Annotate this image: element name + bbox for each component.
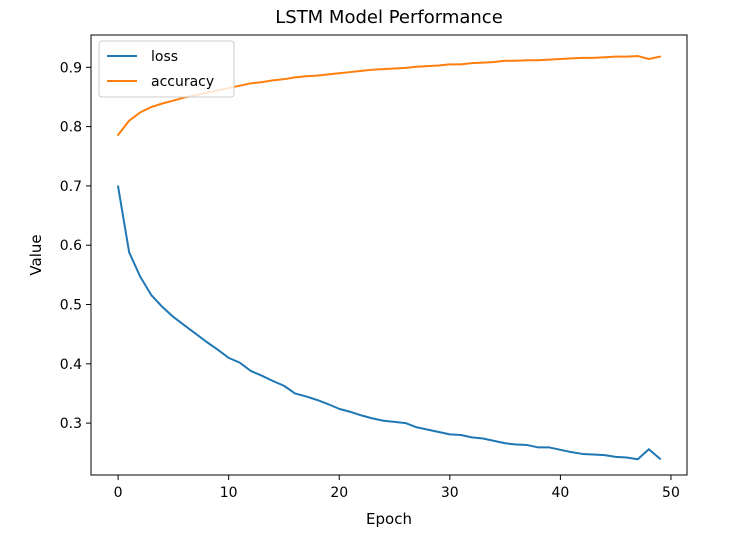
legend: loss accuracy (98, 40, 235, 98)
y-tick-label: 0.9 (60, 60, 82, 76)
legend-label-accuracy: accuracy (151, 74, 214, 90)
y-tick-label: 0.5 (60, 298, 82, 314)
y-tick-label: 0.8 (60, 120, 82, 136)
x-tick-label: 20 (330, 485, 348, 501)
chart-title: LSTM Model Performance (275, 7, 503, 28)
x-tick-label: 0 (114, 485, 123, 501)
x-tick-label: 50 (662, 485, 680, 501)
x-tick-label: 10 (220, 485, 238, 501)
y-axis-label: Value (27, 234, 45, 275)
y-tick-label: 0.7 (60, 179, 82, 195)
series-line-loss (116, 185, 662, 461)
axes-frame (90, 34, 688, 476)
x-tick-label: 30 (441, 485, 459, 501)
y-tick-label: 0.3 (60, 416, 82, 432)
y-tick-label: 0.4 (60, 357, 82, 373)
y-tick-label: 0.6 (60, 238, 82, 254)
x-axis-label: Epoch (366, 510, 412, 528)
x-tick-label: 40 (551, 485, 569, 501)
legend-label-loss: loss (151, 49, 178, 65)
